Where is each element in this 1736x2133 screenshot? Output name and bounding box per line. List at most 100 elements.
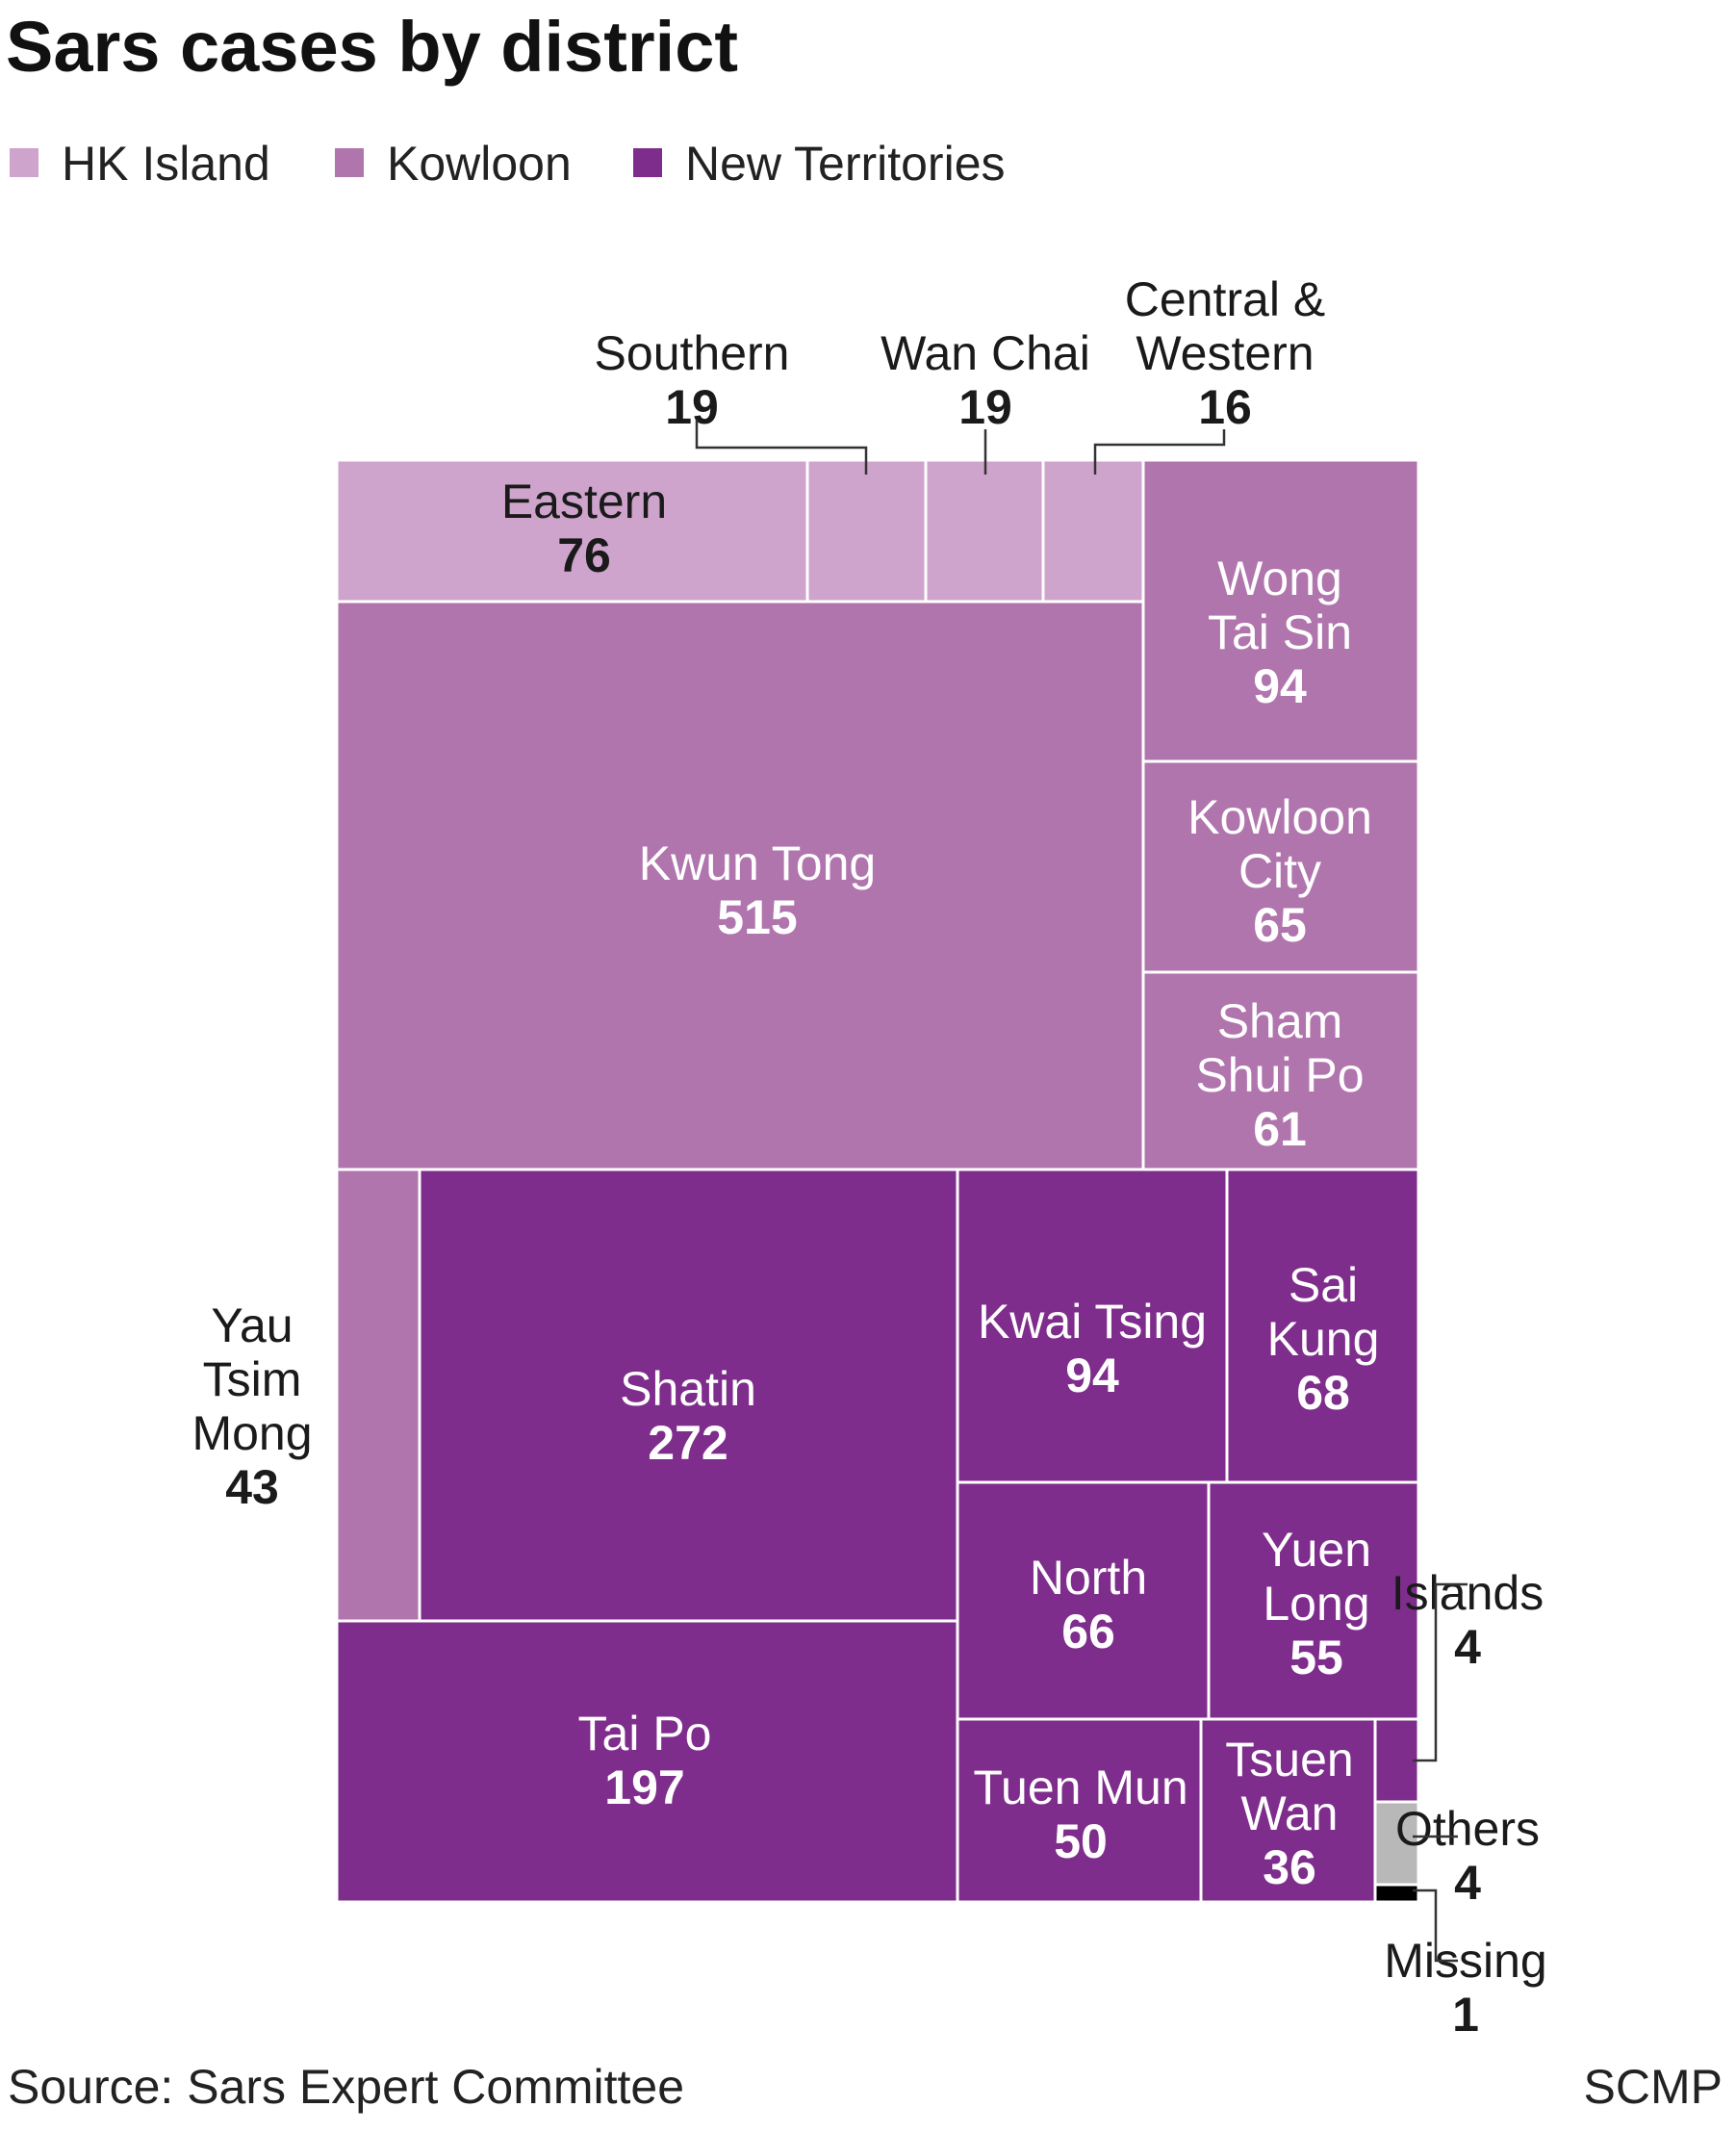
tile-tsuen-wan [1199, 1717, 1377, 1904]
tile-value-north: 66 [1061, 1605, 1115, 1658]
tile-name-others-0: Others [1395, 1802, 1540, 1856]
tile-name-sai-kung-0: Sai [1289, 1258, 1358, 1312]
tile-name-yuen-long-0: Yuen [1262, 1523, 1371, 1577]
legend-label-new-territories: New Territories [685, 137, 1006, 191]
tile-name-wan-chai-0: Wan Chai [881, 326, 1090, 380]
tile-name-eastern-0: Eastern [501, 475, 667, 528]
tile-name-sham-shui-po-1: Shui Po [1195, 1048, 1364, 1102]
legend-swatch-kowloon [335, 148, 364, 177]
tile-value-tuen-mun: 50 [1054, 1814, 1108, 1868]
tile-name-wong-tai-sin-1: Tai Sin [1208, 605, 1352, 659]
tile-yau-tsim-mong [335, 1168, 421, 1623]
tile-kwun-tong [335, 600, 1145, 1171]
tile-kowloon-city [1141, 759, 1420, 974]
tile-value-wan-chai: 19 [958, 380, 1012, 434]
tile-value-tsuen-wan: 36 [1263, 1840, 1316, 1894]
tile-islands [1373, 1717, 1420, 1804]
leader-lines [695, 420, 1468, 1963]
tile-name-kwun-tong-0: Kwun Tong [639, 836, 876, 890]
tile-southern [805, 458, 928, 604]
tile-sai-kung [1225, 1168, 1420, 1484]
tile-name-yau-tsim-mong-1: Tsim [203, 1352, 302, 1406]
source-note: Source: Sars Expert Committee [8, 2060, 684, 2114]
tile-value-tai-po: 197 [604, 1760, 684, 1814]
tile-value-shatin: 272 [648, 1416, 728, 1470]
tile-value-kowloon-city: 65 [1253, 898, 1307, 952]
tile-name-shatin-0: Shatin [620, 1362, 756, 1416]
tile-value-yau-tsim-mong: 43 [225, 1460, 279, 1514]
tile-shatin [418, 1168, 959, 1623]
legend: HK Island Kowloon New Territories [10, 137, 1006, 191]
tile-eastern [335, 458, 809, 604]
legend-swatch-new-territories [633, 148, 662, 177]
tile-missing [1373, 1883, 1420, 1904]
tile-value-sai-kung: 68 [1296, 1366, 1350, 1420]
legend-label-kowloon: Kowloon [387, 137, 572, 191]
tile-name-central-western-1: Western [1136, 326, 1314, 380]
tile-value-missing: 1 [1452, 1988, 1479, 2042]
tile-central-western [1041, 458, 1145, 604]
tile-name-yau-tsim-mong-0: Yau [211, 1298, 293, 1352]
tile-name-islands-0: Islands [1391, 1566, 1544, 1620]
tile-tuen-mun [956, 1717, 1203, 1904]
tile-wong-tai-sin [1141, 458, 1420, 763]
tile-name-central-western-0: Central & [1125, 272, 1325, 326]
leader-line-islands [1413, 1582, 1468, 1762]
leader-line-southern [695, 420, 868, 475]
tile-name-missing-0: Missing [1384, 1934, 1546, 1988]
tile-tai-po [335, 1619, 959, 1904]
tile-name-tsuen-wan-1: Wan [1241, 1786, 1339, 1840]
tile-value-wong-tai-sin: 94 [1253, 659, 1307, 713]
credit-label: SCMP [1584, 2060, 1723, 2114]
tile-value-southern: 19 [665, 380, 719, 434]
leader-line-missing [1413, 1889, 1458, 1963]
tile-name-sham-shui-po-0: Sham [1217, 994, 1343, 1048]
tile-name-tai-po-0: Tai Po [578, 1707, 712, 1760]
leader-line-central-western [1093, 429, 1226, 475]
tile-name-sai-kung-1: Kung [1267, 1312, 1380, 1366]
tile-value-central-western: 16 [1198, 380, 1252, 434]
tile-north [956, 1480, 1211, 1721]
tile-value-islands: 4 [1454, 1620, 1481, 1674]
tile-name-yuen-long-1: Long [1263, 1577, 1369, 1631]
tile-name-yau-tsim-mong-2: Mong [191, 1406, 312, 1460]
tile-name-wong-tai-sin-0: Wong [1217, 552, 1342, 605]
tile-wan-chai [924, 458, 1045, 604]
tile-name-north-0: North [1030, 1551, 1147, 1605]
tile-value-yuen-long: 55 [1289, 1631, 1343, 1684]
tile-name-kwai-tsing-0: Kwai Tsing [978, 1295, 1207, 1349]
tile-name-southern-0: Southern [595, 326, 790, 380]
chart-title: Sars cases by district [6, 7, 738, 87]
tile-name-tuen-mun-0: Tuen Mun [973, 1760, 1187, 1814]
legend-swatch-hk-island [10, 148, 38, 177]
legend-label-hk-island: HK Island [62, 137, 270, 191]
tile-yuen-long [1207, 1480, 1420, 1721]
tile-value-sham-shui-po: 61 [1253, 1102, 1307, 1156]
tile-value-kwai-tsing: 94 [1065, 1349, 1119, 1402]
tile-name-kowloon-city-1: City [1238, 844, 1321, 898]
tile-sham-shui-po [1141, 970, 1420, 1171]
tile-name-tsuen-wan-0: Tsuen [1225, 1733, 1353, 1786]
tile-value-eastern: 76 [557, 528, 611, 582]
